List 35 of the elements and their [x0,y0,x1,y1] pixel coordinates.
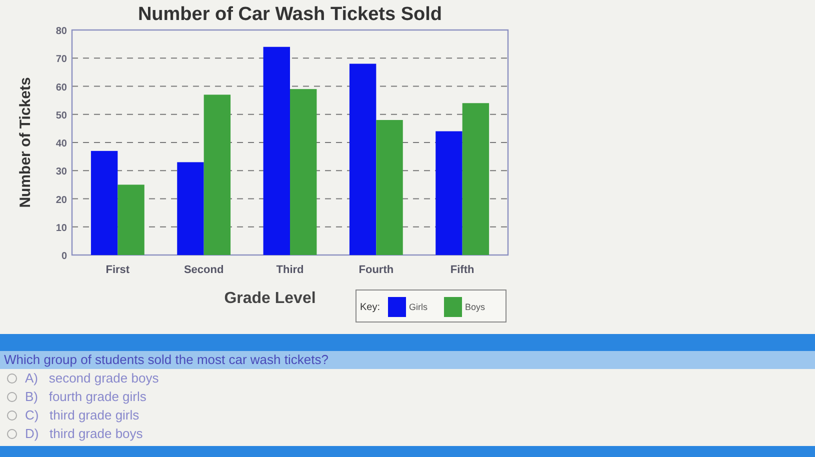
bar [436,131,462,255]
bar [118,184,144,255]
text: Which group of students sold the most car wash tickets? [4,352,328,367]
x-tick-label: Fourth [358,264,394,276]
bar [376,120,403,255]
x-tick-label: Fifth [450,264,475,276]
y-tick-label: 10 [56,222,68,234]
text: C) third grade girls [25,408,140,422]
x-axis-title: Grade Level [224,290,316,307]
text: D) third grade boys [25,426,144,441]
y-tick-label: 50 [56,110,68,122]
bar [204,94,231,255]
y-tick-label: 70 [56,54,68,66]
x-tick-label: Third [276,264,304,276]
bar [263,46,290,255]
bar [290,89,317,255]
x-tick-label: First [106,264,130,276]
y-axis-title: Number of Tickets [17,77,34,208]
y-tick-label: 30 [56,166,68,178]
bar [349,64,376,255]
text: A) second grade boys [25,370,160,386]
y-tick-label: 80 [56,26,68,37]
y-tick-label: 40 [56,138,68,150]
legend-label: Boys [465,302,486,312]
bar [90,150,118,255]
text: B) fourth grade girls [25,389,147,404]
bar [462,103,490,255]
legend-label: Girls [409,302,428,312]
x-tick-label: Second [184,264,224,276]
chart-title: Number of Car Wash Tickets Sold [138,4,442,25]
legend-title: Key: [360,302,380,313]
y-tick-label: 60 [56,82,68,94]
y-tick-label: 0 [61,251,68,262]
bar [177,162,204,255]
y-tick-label: 20 [56,194,68,206]
